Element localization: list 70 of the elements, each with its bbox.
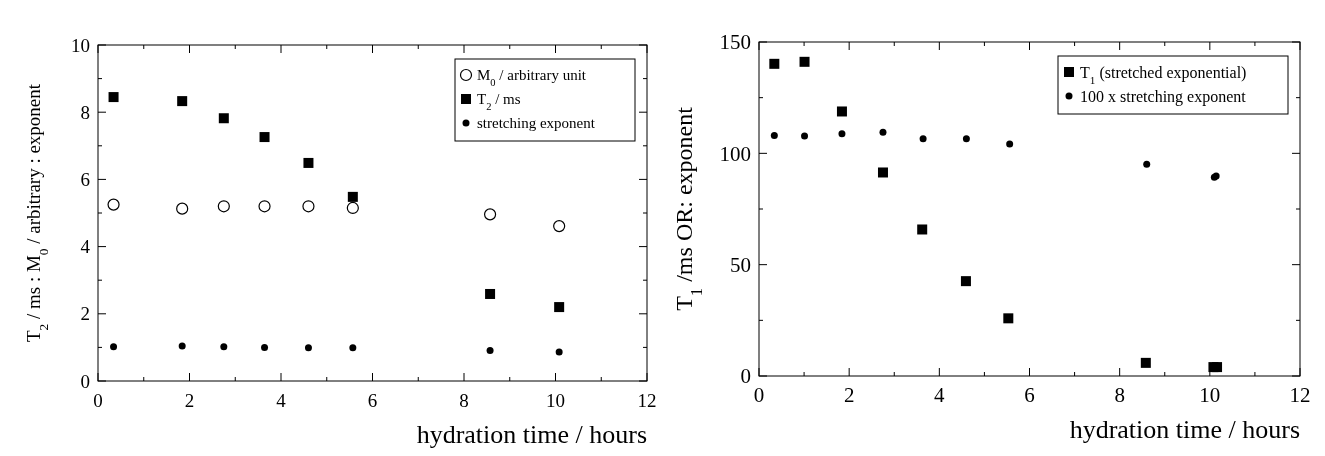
point [801,132,809,140]
point [836,106,847,117]
point [1006,140,1014,148]
y-tick-label: 50 [730,253,751,278]
x-tick-label: 6 [1024,383,1035,407]
point [304,344,312,352]
legend-label: T$_{1}$ (stretched exponential) [1080,63,1247,86]
legend-label: stretching exponent [477,115,596,132]
point [218,113,229,124]
point [486,346,494,354]
point [1140,357,1151,368]
point [217,200,230,213]
x-tick-label: 2 [843,383,855,407]
x-tick-label: 4 [276,390,287,411]
y-tick-label: 2 [80,303,90,325]
point [107,198,120,211]
y-tick-label: 0 [740,364,751,389]
point [346,201,359,215]
point [303,157,314,168]
x-tick-label: 0 [93,390,103,411]
point [554,302,565,313]
point [349,344,357,352]
point [960,276,971,287]
point [877,167,888,178]
point [347,191,358,202]
point [879,128,887,136]
point [917,224,928,235]
point [483,208,497,221]
point [108,92,119,103]
point [799,56,810,67]
point [177,96,188,107]
point [770,132,778,140]
point [220,343,228,351]
y-tick-label: 100 [719,141,751,166]
point [919,135,927,143]
point [1003,313,1014,324]
x-tick-label: 12 [1289,383,1311,407]
point [176,202,189,215]
point [485,288,496,299]
legend-label: M$_{0}$ / arbitrary unit [477,67,587,88]
point [1143,160,1151,168]
y-tick-label: 8 [80,101,90,123]
x-tick-label: 8 [1114,383,1125,407]
x-tick-label: 10 [546,390,565,411]
point [553,220,566,233]
point [302,200,315,213]
point [258,200,271,213]
x-axis-title: hydration time / hours [1069,415,1300,444]
x-tick-label: 6 [367,390,378,411]
y-tick-label: 6 [80,169,90,191]
point [962,135,970,143]
point [261,343,269,351]
x-tick-label: 10 [1199,383,1221,407]
x-axis-title: hydration time / hours [416,420,647,449]
y-tick-label: 150 [719,30,751,55]
point [178,342,186,350]
x-tick-label: 2 [184,390,195,411]
point [769,58,780,69]
x-tick-label: 12 [637,390,657,411]
point [110,343,118,351]
x-tick-label: 4 [934,383,946,407]
x-tick-label: 8 [459,390,469,411]
point [555,348,563,356]
point [838,130,846,138]
point [1212,362,1223,373]
legend-label: 100 x stretching exponent [1080,87,1247,106]
y-tick-label: 4 [80,236,91,258]
point [259,132,270,143]
y-tick-label: 10 [71,34,90,56]
legend-label: T$_{2}$ / ms [477,91,521,112]
